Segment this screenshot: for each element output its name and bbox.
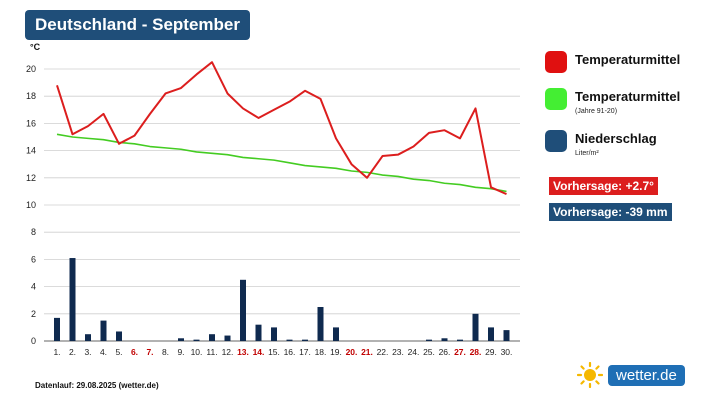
logo-text: wetter.de <box>608 364 685 386</box>
legend-rain-swatch <box>545 130 567 152</box>
forecast-temp-badge: Vorhersage: +2.7° <box>549 177 658 195</box>
y-tick-label: 0 <box>31 336 36 346</box>
legend-temp: Temperaturmittel <box>545 51 680 73</box>
wetter-logo[interactable]: wetter.de <box>577 362 685 388</box>
legend-clim-swatch <box>545 88 567 110</box>
x-tick-label: 19. <box>330 347 342 357</box>
x-tick-label: 22. <box>377 347 389 357</box>
legend-rain-label: Niederschlag <box>575 131 657 146</box>
y-axis-labels: 0 2 4 6 8 10 12 14 16 18 20 <box>26 64 36 346</box>
y-tick-label: 20 <box>26 64 36 74</box>
precip-bar <box>193 339 200 341</box>
x-tick-label: 26. <box>439 347 451 357</box>
precip-bar <box>302 339 308 341</box>
y-tick-label: 8 <box>31 227 36 237</box>
precip-bar <box>488 327 494 341</box>
precip-bar <box>333 327 339 341</box>
legend-temp-swatch <box>545 51 567 73</box>
precip-bar <box>441 338 448 341</box>
x-tick-label: 2. <box>69 347 76 357</box>
y-unit-label: °C <box>30 42 41 52</box>
forecast-rain-badge: Vorhersage: -39 mm <box>549 203 672 221</box>
x-axis-labels: 1. 2. 3. 4. 5. 6. 7. 8. 9. 10. 11. 12. 13. 14. 15. 16. 1… <box>53 347 512 357</box>
x-tick-label: 28. <box>470 347 482 357</box>
precip-bar <box>69 258 76 341</box>
precip-bar <box>209 334 215 341</box>
precip-bar <box>240 279 246 341</box>
precip-bar <box>116 331 122 341</box>
precip-bar <box>255 324 262 341</box>
precip-bar <box>271 327 277 341</box>
x-tick-label: 21. <box>361 347 373 357</box>
x-tick-label: 14. <box>253 347 265 357</box>
x-tick-label: 15. <box>268 347 280 357</box>
x-tick-label: 13. <box>237 347 249 357</box>
x-tick-label: 29. <box>485 347 497 357</box>
chart-grid <box>44 68 520 342</box>
precip-bar <box>426 339 432 341</box>
x-tick-label: 3. <box>84 347 91 357</box>
x-tick-label: 5. <box>115 347 122 357</box>
x-tick-label: 10. <box>191 347 203 357</box>
precip-bars <box>54 258 510 341</box>
sun-icon <box>577 362 603 388</box>
x-tick-label: 4. <box>100 347 107 357</box>
y-tick-label: 18 <box>26 91 36 101</box>
y-tick-label: 12 <box>26 173 36 183</box>
y-tick-label: 16 <box>26 118 36 128</box>
x-tick-label: 11. <box>206 347 217 357</box>
y-tick-label: 6 <box>31 254 36 264</box>
temperature-mean-line <box>56 61 507 196</box>
x-tick-label: 27. <box>454 347 466 357</box>
temp-lines <box>56 61 507 196</box>
precip-bar <box>100 320 107 341</box>
climate-mean-line <box>56 133 507 193</box>
y-tick-label: 4 <box>31 282 36 292</box>
precip-bar <box>503 330 510 341</box>
x-tick-label: 17. <box>299 347 311 357</box>
legend-temp-label: Temperaturmittel <box>575 52 681 67</box>
precip-bar <box>178 338 184 341</box>
legend-clim: Temperaturmittel (Jahre 91-20) <box>545 88 680 115</box>
data-run-footer: Datenlauf: 29.08.2025 (wetter.de) <box>35 381 159 390</box>
precip-bar <box>317 307 324 341</box>
precip-bar <box>85 334 91 341</box>
x-tick-label: 30. <box>501 347 513 357</box>
x-tick-label: 12. <box>222 347 234 357</box>
y-tick-label: 2 <box>31 309 36 319</box>
x-tick-label: 18. <box>315 347 327 357</box>
x-tick-label: 6. <box>131 347 138 357</box>
page-title: Deutschland - September <box>25 10 250 40</box>
precip-bar <box>286 339 293 341</box>
y-tick-label: 14 <box>26 146 36 156</box>
precip-bar <box>224 335 231 341</box>
legend-rain-unit: Liter/m² <box>575 150 599 157</box>
x-tick-label: 24. <box>408 347 420 357</box>
x-tick-label: 23. <box>392 347 404 357</box>
legend-clim-label: Temperaturmittel <box>575 89 681 104</box>
x-tick-label: 16. <box>284 347 296 357</box>
x-tick-label: 9. <box>177 347 184 357</box>
precip-bar <box>472 313 479 341</box>
x-tick-label: 25. <box>423 347 435 357</box>
y-tick-label: 10 <box>26 200 36 210</box>
x-tick-label: 1. <box>53 347 60 357</box>
x-tick-label: 7. <box>146 347 153 357</box>
precip-bar <box>54 317 60 341</box>
legend-rain: Niederschlag Liter/m² <box>545 130 657 157</box>
legend-clim-sub: (Jahre 91-20) <box>575 108 618 115</box>
x-tick-label: 8. <box>162 347 169 357</box>
precip-bar <box>457 339 463 341</box>
x-tick-label: 20. <box>346 347 358 357</box>
